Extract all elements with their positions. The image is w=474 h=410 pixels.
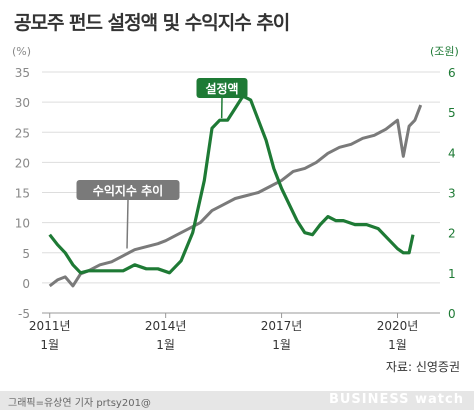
x-tick-label-month: 1월 [156,338,175,352]
annotation-amount-box [196,78,248,98]
footer-bar: 그래픽=유상연 기자 prtsy201@ BUSINESS watch [0,391,474,410]
x-tick-label-month: 1월 [40,338,59,352]
x-tick-label-year: 2011년 [29,319,71,333]
left-tick-label: 35 [15,66,30,80]
x-tick-label-year: 2020년 [377,319,419,333]
source-note: 자료: 신영증권 [385,360,460,374]
right-tick-label: 5 [448,106,456,120]
left-tick-label: -5 [18,307,30,321]
left-axis-unit: (%) [12,45,31,58]
left-axis: -5 0 5 10 15 20 25 30 35 (%) [12,45,31,321]
chart-title: 공모주 펀드 설정액 및 수익지수 추이 [14,12,290,34]
x-tick-label-year: 2014년 [145,319,187,333]
left-tick-label: 5 [22,247,30,261]
right-tick-label: 0 [448,307,456,321]
left-tick-label: 0 [22,277,30,291]
right-tick-label: 1 [448,267,456,281]
annotation-amount-label: 설정액 [205,81,238,96]
annotation-index-leader [126,199,129,249]
left-tick-label: 30 [15,96,30,110]
publisher-logo: BUSINESS watch [328,392,464,407]
right-axis-unit: (조원) [430,45,459,58]
x-axis: 2011년 1월 2014년 1월 2017년 1월 2020년 1월 [29,312,440,352]
graphic-credit: 그래픽=유상연 기자 prtsy201@ [8,398,151,409]
annotation-index-box [76,180,180,200]
right-tick-label: 3 [448,187,456,201]
series-line-amount [48,94,415,275]
annotation-index-label: 수익지수 추이 [93,183,163,198]
left-tick-label: 15 [15,187,30,201]
right-axis: 0 1 2 3 4 5 6 (조원) [430,45,459,321]
series-layer [48,94,423,288]
series-line-index [48,104,423,288]
left-tick-label: 10 [15,217,30,231]
x-tick-label-year: 2017년 [261,319,303,333]
x-tick-label-month: 1월 [272,338,291,352]
left-tick-label: 20 [15,156,30,170]
x-tick-label-month: 1월 [388,338,407,352]
right-tick-label: 2 [448,227,456,241]
right-tick-label: 4 [448,146,456,160]
left-tick-label: 25 [15,126,30,140]
right-tick-label: 6 [448,66,456,80]
